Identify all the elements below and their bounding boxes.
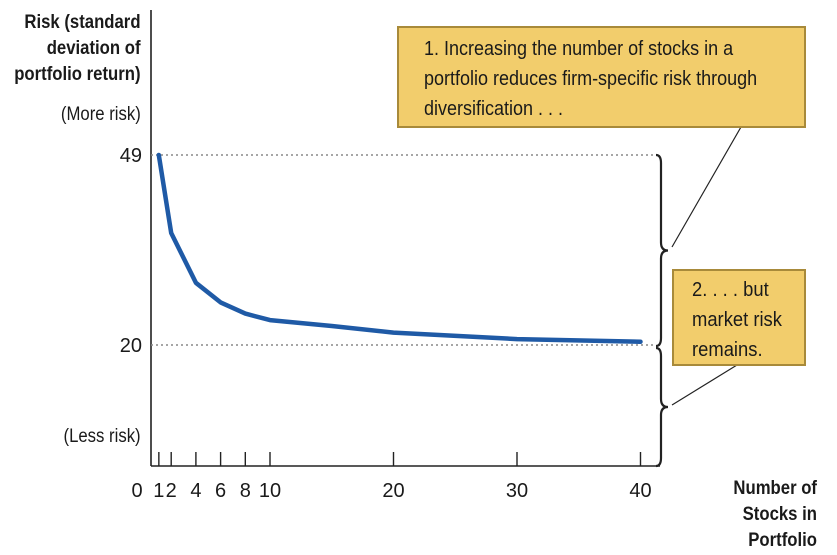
market-risk-brace <box>655 346 669 468</box>
x-origin-label: 0 <box>131 480 142 502</box>
y-tick-labels: 49 20 <box>120 145 142 357</box>
y-axis-title: Risk (standard deviation of portfolio re… <box>15 10 141 88</box>
x-ticks <box>158 452 642 466</box>
callout-2-leader <box>671 364 738 406</box>
more-risk-note: (More risk) <box>61 104 141 125</box>
x-tick-label: 40 <box>629 480 651 502</box>
less-risk-note: (Less risk) <box>63 426 141 447</box>
reference-lines <box>151 154 656 346</box>
callout-line: diversification . . . <box>424 98 564 120</box>
firm-specific-risk-brace <box>655 153 669 348</box>
callout-line: 1. Increasing the number of stocks in a <box>424 38 734 60</box>
x-tick-label: 10 <box>259 480 281 502</box>
callout-leaders <box>671 126 742 406</box>
y-tick-label: 20 <box>120 335 142 357</box>
callout-line: remains. <box>692 339 763 361</box>
y-axis-title-line: deviation of <box>47 38 141 59</box>
braces <box>655 153 669 468</box>
series <box>156 152 643 344</box>
y-axis-title-line: portfolio return) <box>14 64 141 85</box>
callout-line: portfolio reduces firm-specific risk thr… <box>424 68 758 90</box>
x-axis-title-line: Number of <box>733 478 817 499</box>
y-axis-title-line: Risk (standard <box>24 12 142 33</box>
callout-1-leader <box>671 126 742 248</box>
x-axis-title-line: Stocks in <box>742 504 817 525</box>
y-tick-label: 49 <box>120 145 142 167</box>
callout-line: market risk <box>692 309 782 331</box>
x-tick-label: 1 <box>153 480 164 502</box>
market-risk-callout: 2. . . . but market risk remains. <box>672 269 806 366</box>
x-tick-label: 4 <box>190 480 201 502</box>
axes <box>150 10 660 467</box>
x-tick-label: 20 <box>382 480 404 502</box>
x-tick-label: 6 <box>215 480 226 502</box>
x-axis-title: Number of Stocks in Portfolio <box>733 476 817 554</box>
x-axis-title-line: Portfolio <box>748 530 817 551</box>
x-tick-label: 2 <box>166 480 177 502</box>
x-tick-label: 8 <box>240 480 251 502</box>
x-tick-label: 30 <box>506 480 528 502</box>
x-tick-labels: 1 2 4 6 8 10 20 30 40 0 <box>131 480 651 502</box>
callout-line: 2. . . . but <box>692 279 769 301</box>
diversification-callout: 1. Increasing the number of stocks in a … <box>397 26 806 128</box>
risk-curve <box>156 152 643 344</box>
